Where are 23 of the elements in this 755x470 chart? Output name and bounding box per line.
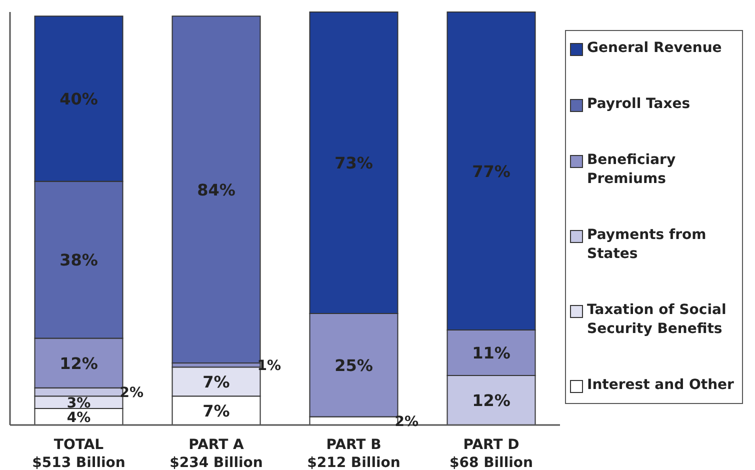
data-label: 73% <box>334 154 373 173</box>
x-tick-label: PART D $68 Billion <box>449 437 534 470</box>
data-label: 84% <box>197 180 236 200</box>
x-tick-label: PART A $234 Billion <box>170 437 263 470</box>
data-label: 77% <box>472 162 510 181</box>
legend-label: Taxation of Social Security Benefits <box>587 301 728 339</box>
legend-label: Payments from States <box>587 226 708 264</box>
data-label: 12% <box>472 390 510 410</box>
legend-label: Beneficiary Premiums <box>587 151 677 189</box>
data-label: 40% <box>60 89 98 108</box>
data-label: 7% <box>202 401 230 420</box>
x-tick-label: TOTAL $513 Billion <box>32 437 126 470</box>
data-label: 12% <box>60 354 98 373</box>
legend-label: General Revenue <box>587 39 722 58</box>
data-label: 4% <box>66 410 91 426</box>
data-label: 25% <box>334 356 373 375</box>
legend-label: Payroll Taxes <box>587 95 690 114</box>
data-label: 11% <box>472 343 510 362</box>
legend-label: Interest and Other <box>587 376 734 395</box>
data-label: 3% <box>66 395 91 412</box>
data-label: 7% <box>202 372 230 392</box>
x-tick-label: PART B $212 Billion <box>307 437 400 470</box>
data-label: 38% <box>60 250 98 270</box>
